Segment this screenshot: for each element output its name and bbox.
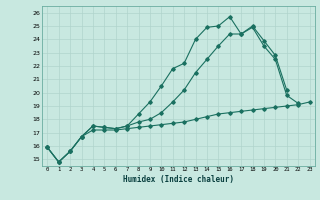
X-axis label: Humidex (Indice chaleur): Humidex (Indice chaleur)	[123, 175, 234, 184]
